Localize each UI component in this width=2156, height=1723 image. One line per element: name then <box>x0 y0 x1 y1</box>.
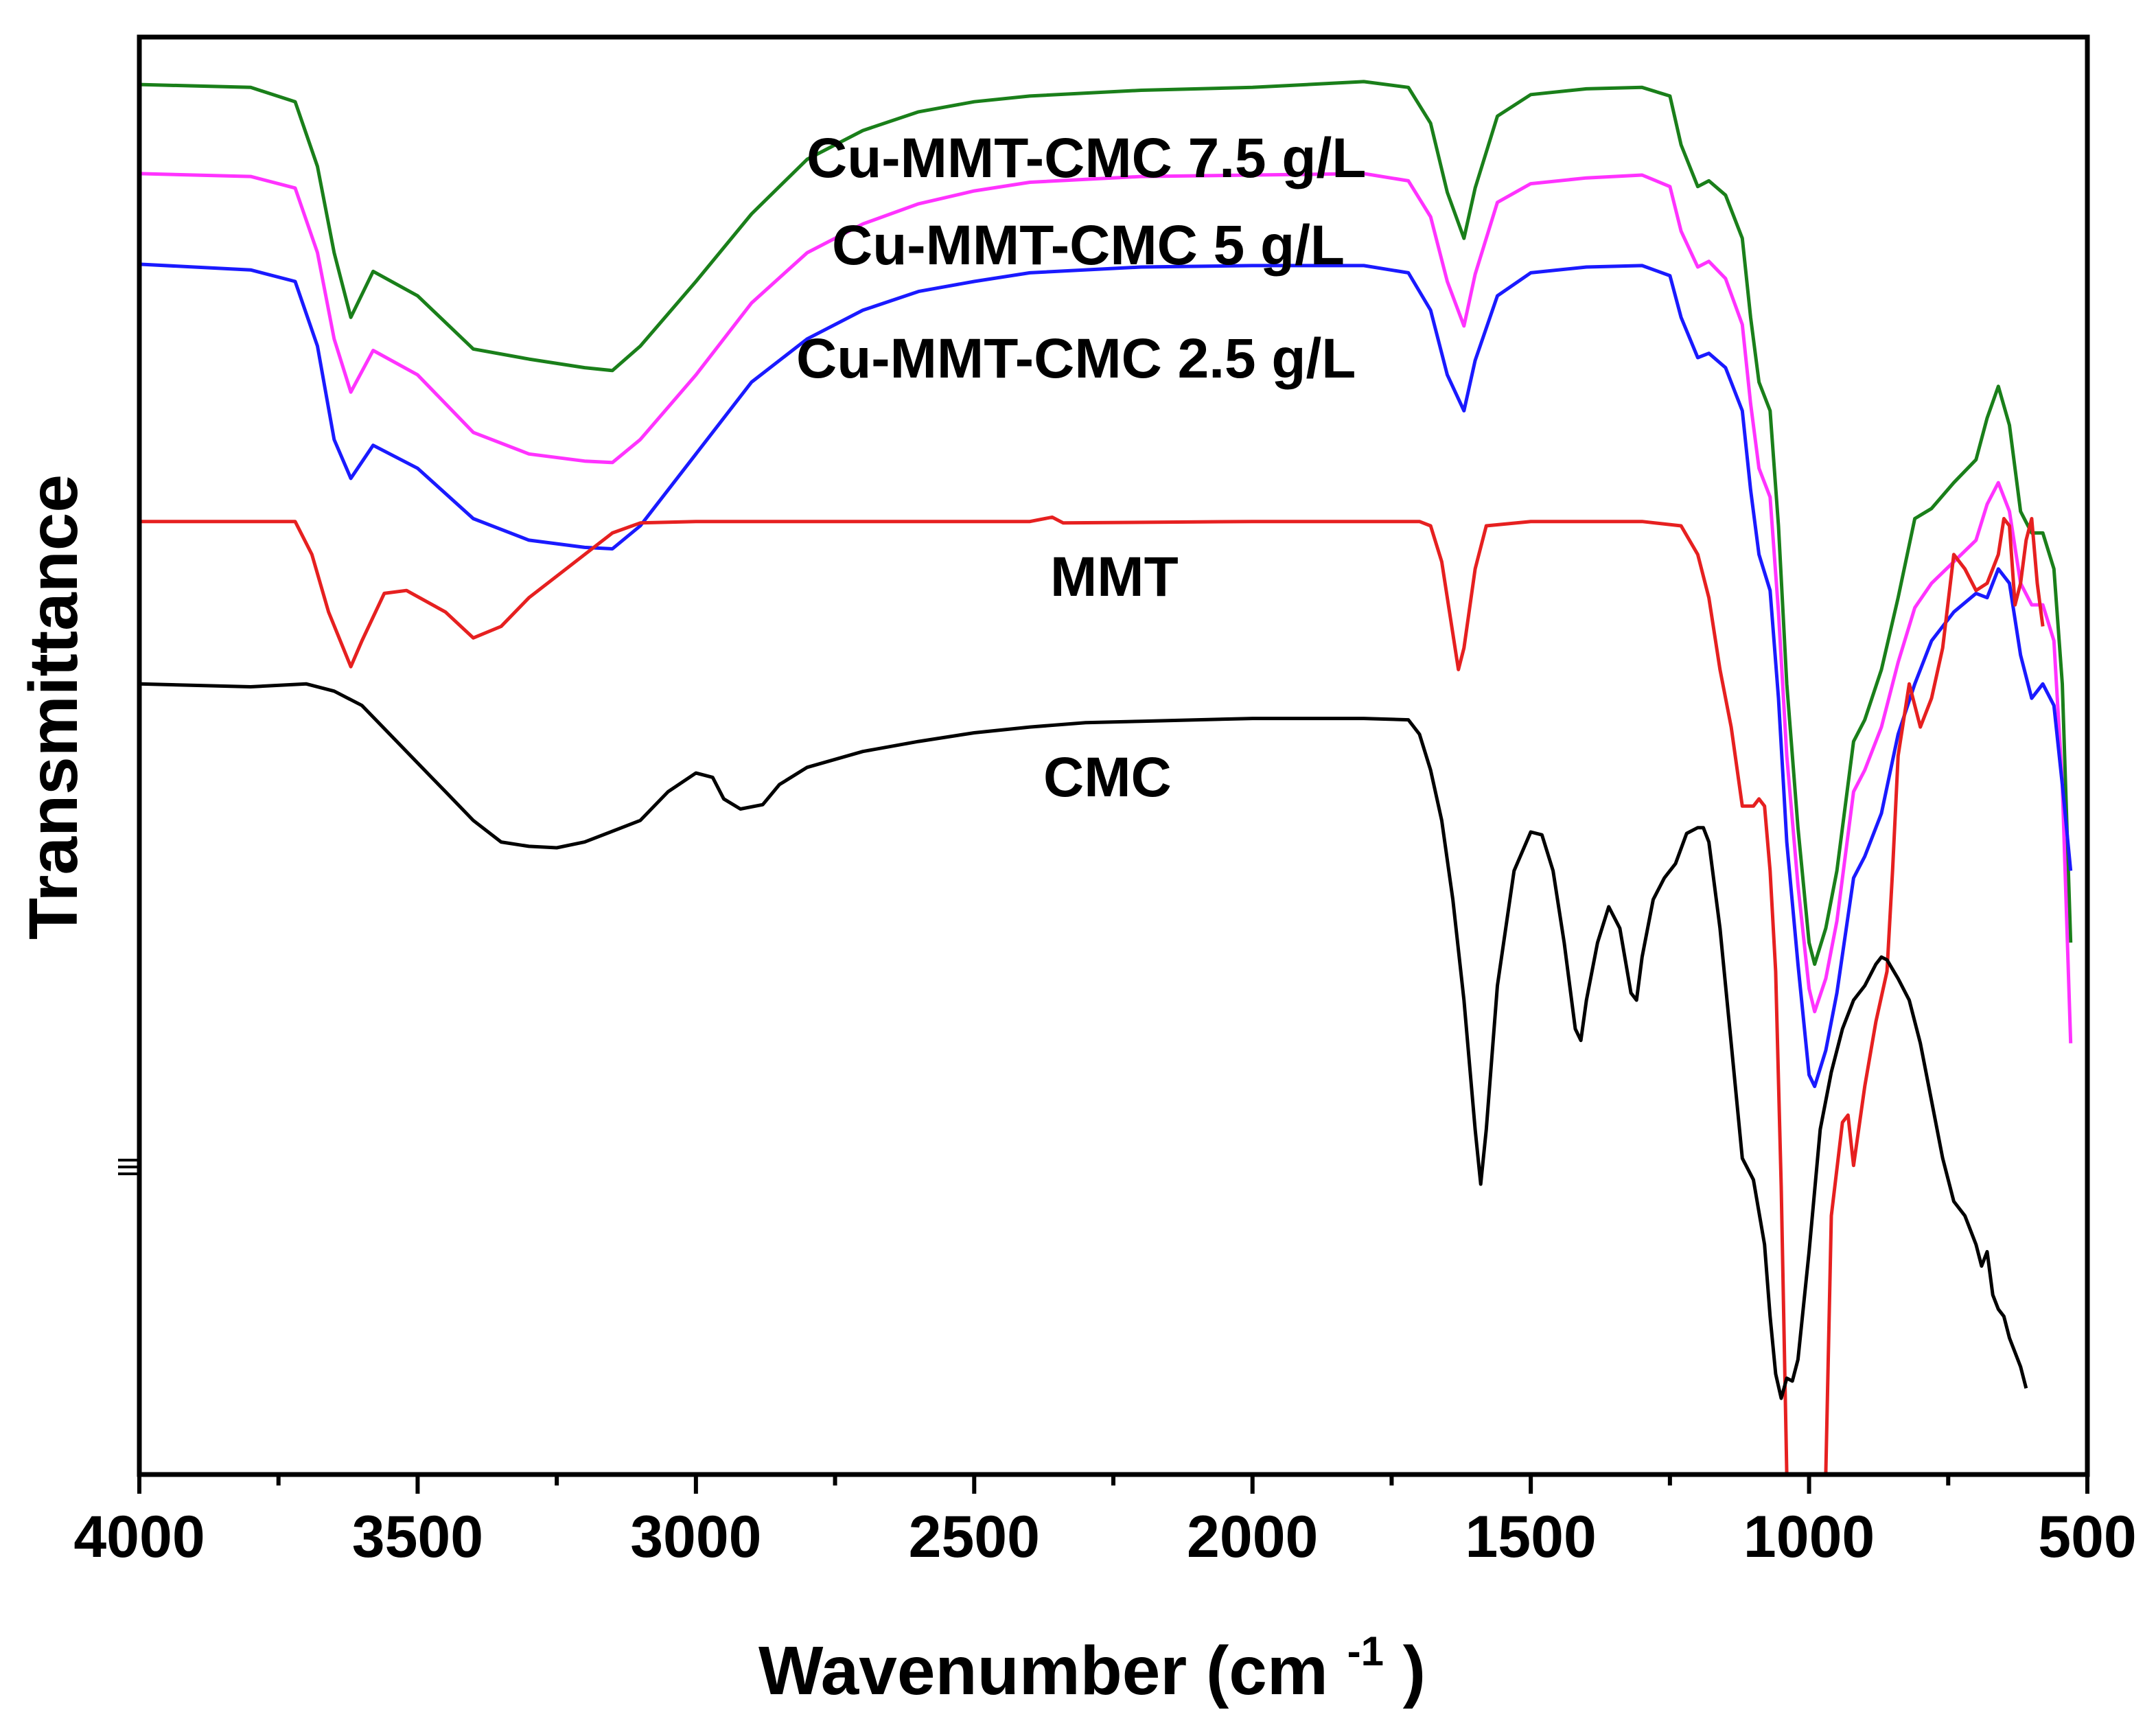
series-line-4 <box>139 682 2028 1400</box>
plot-frame <box>137 34 2090 1477</box>
series-label-cu-mmt-cmc-5: Cu-MMT-CMC 5 g/L <box>832 214 1345 277</box>
x-axis-title-superscript: -1 <box>1347 1628 1384 1674</box>
x-axis-ticks <box>137 1475 2089 1494</box>
x-tick-label: 500 <box>2038 1504 2137 1570</box>
series-label-cmc: CMC <box>1043 746 1172 809</box>
series-label-cu-mmt-cmc-7-5: Cu-MMT-CMC 7.5 g/L <box>807 127 1366 189</box>
x-axis-title-main: Wavenumber (cm <box>758 1632 1328 1709</box>
x-axis-title-tail: ) <box>1403 1632 1426 1709</box>
series-group <box>139 80 2073 1477</box>
y-axis-stray-mark <box>118 1159 139 1175</box>
x-tick-label: 1500 <box>1465 1504 1596 1570</box>
y-axis-title: Transmittance <box>15 474 92 940</box>
series-line-2 <box>139 262 2073 1089</box>
x-tick-label: 4000 <box>73 1504 205 1570</box>
series-line-1 <box>139 172 2073 1043</box>
series-label-cu-mmt-cmc-2-5: Cu-MMT-CMC 2.5 g/L <box>796 327 1356 390</box>
x-tick-labels: 4000 3500 3000 2500 2000 1500 1000 500 <box>73 1504 2136 1570</box>
x-tick-label: 3000 <box>630 1504 761 1570</box>
series-label-mmt: MMT <box>1050 546 1179 608</box>
x-axis-title: Wavenumber (cm -1 ) <box>758 1604 1426 1709</box>
x-tick-label: 3500 <box>352 1504 483 1570</box>
x-tick-label: 2000 <box>1187 1504 1318 1570</box>
x-tick-label: 1000 <box>1743 1504 1875 1570</box>
series-line-3 <box>139 515 2045 1477</box>
x-tick-label: 2500 <box>909 1504 1040 1570</box>
series-line-0 <box>139 80 2073 967</box>
